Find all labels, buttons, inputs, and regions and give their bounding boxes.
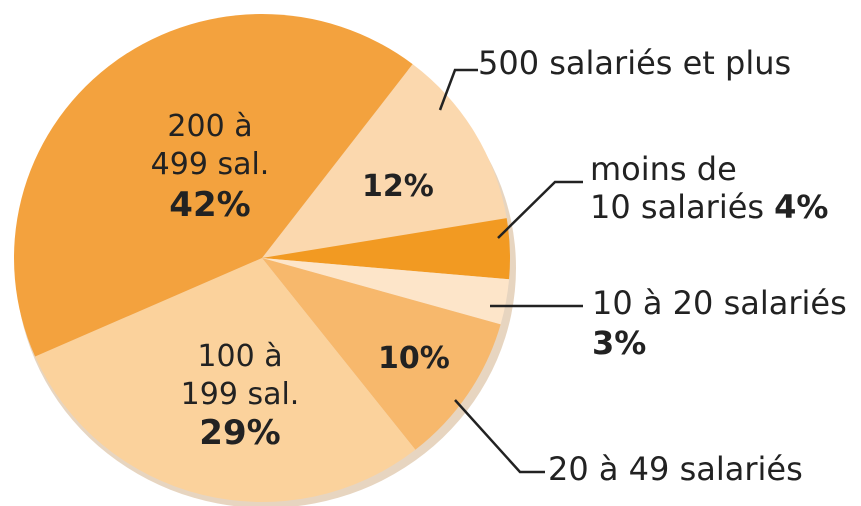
percent-label: 42% (169, 185, 251, 225)
pie-slice (262, 64, 507, 258)
percent-label: 29% (199, 413, 281, 453)
percent-label: 4% (774, 188, 829, 226)
percent-label: 12% (362, 169, 434, 204)
slice-label: 500 salariés et plus (478, 44, 792, 82)
leader-lines (438, 68, 583, 474)
slice-label-group: moins de 10 salariés 4% (590, 150, 828, 226)
slice-label: 20 à 49 salariés (548, 450, 803, 488)
slice-label: 200 à 499 sal. (150, 109, 270, 182)
leader-line (454, 399, 545, 474)
pie-slice (262, 218, 510, 280)
slice-label: moins de 10 salariés (590, 150, 765, 226)
pie-slice (262, 258, 510, 325)
pie-slice (14, 13, 413, 357)
percent-label: 10% (378, 341, 450, 376)
slice-label: 100 à 199 sal. (180, 339, 300, 412)
percent-label: 3% (592, 324, 647, 362)
pie (14, 13, 510, 502)
pie-slice (262, 258, 501, 450)
leader-line (438, 68, 478, 111)
leader-line (497, 180, 583, 239)
pie-slice (35, 258, 416, 502)
slice-label: 10 à 20 salariés (592, 284, 847, 322)
